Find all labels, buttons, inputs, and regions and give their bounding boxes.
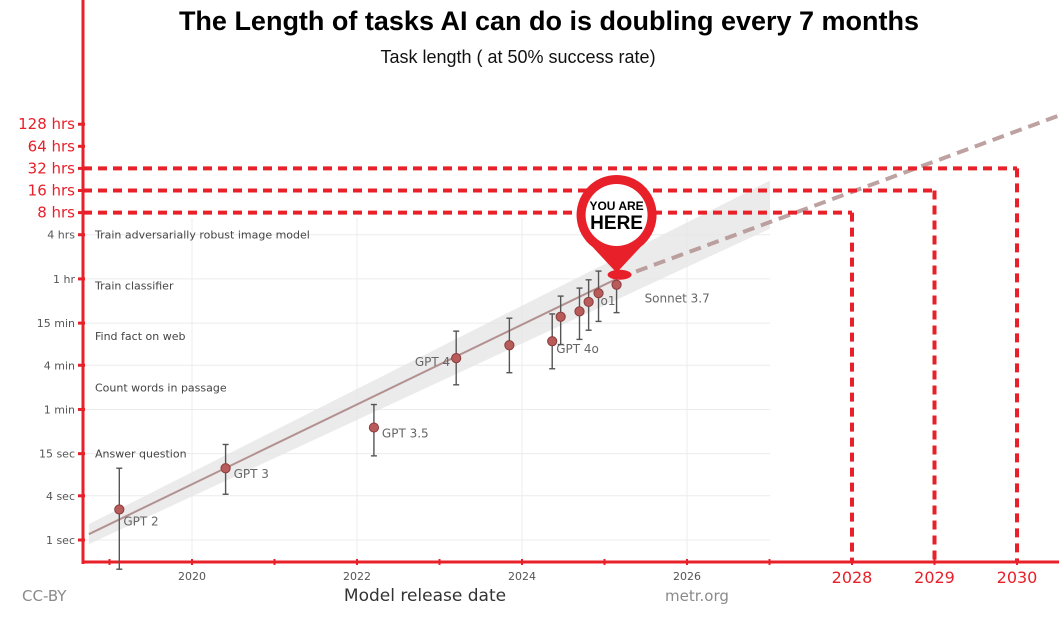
y-tick-label: 4 sec bbox=[46, 490, 75, 503]
data-point bbox=[504, 340, 515, 351]
data-point bbox=[611, 279, 622, 290]
data-point bbox=[583, 296, 594, 308]
y-tick-label-extended: 128 hrs bbox=[18, 115, 75, 133]
chart-title: The Length of tasks AI can do is doublin… bbox=[178, 6, 920, 36]
data-point bbox=[593, 288, 604, 299]
trend-line bbox=[88, 277, 619, 536]
data-point-label: GPT 4o bbox=[556, 342, 599, 356]
x-tick-label: 2020 bbox=[178, 570, 206, 583]
task-example-label: Find fact on web bbox=[95, 330, 185, 343]
y-tick-label-extended: 16 hrs bbox=[28, 182, 76, 200]
chart-subtitle: Task length ( at 50% success rate) bbox=[380, 47, 656, 67]
data-point bbox=[547, 336, 558, 347]
y-tick-label: 15 min bbox=[37, 317, 75, 330]
task-example-label: Answer question bbox=[95, 448, 187, 461]
x-tick-label: 2024 bbox=[508, 570, 536, 583]
y-tick-label-extended: 8 hrs bbox=[37, 204, 75, 222]
data-point-label: GPT 3 bbox=[234, 467, 269, 481]
x-axis-label: Model release date bbox=[343, 586, 507, 606]
trend-extrapolation bbox=[617, 113, 1059, 280]
y-tick-label: 4 hrs bbox=[47, 229, 75, 242]
data-point bbox=[555, 311, 566, 322]
x-tick-label: 2026 bbox=[673, 570, 701, 583]
license-label: CC-BY bbox=[22, 587, 67, 605]
data-point bbox=[220, 463, 231, 474]
data-point-label: GPT 2 bbox=[123, 515, 158, 529]
data-point bbox=[451, 353, 462, 364]
marker-inner bbox=[585, 184, 648, 246]
data-point bbox=[368, 422, 380, 433]
x-tick-label: 2022 bbox=[343, 570, 371, 583]
x-tick-label-extended: 2028 bbox=[832, 568, 873, 587]
data-point-label: Sonnet 3.7 bbox=[645, 292, 710, 306]
data-point bbox=[114, 504, 125, 515]
task-example-label: Count words in passage bbox=[95, 381, 227, 394]
marker-text-line1: YOU ARE bbox=[589, 199, 643, 213]
y-tick-label-extended: 32 hrs bbox=[28, 159, 76, 177]
data-point bbox=[574, 306, 585, 317]
y-tick-label: 1 hr bbox=[53, 273, 75, 286]
x-tick-label-extended: 2030 bbox=[997, 568, 1038, 587]
task-example-label: Train adversarially robust image model bbox=[94, 229, 310, 242]
y-tick-label: 4 min bbox=[44, 359, 75, 372]
marker-text-line2: HERE bbox=[590, 213, 643, 234]
source-label: metr.org bbox=[665, 587, 729, 605]
data-point-label: GPT 3.5 bbox=[382, 427, 429, 441]
marker-base bbox=[607, 269, 632, 280]
y-tick-label: 15 sec bbox=[39, 448, 75, 461]
task-example-label: Train classifier bbox=[94, 279, 174, 292]
data-point-label: GPT 4 bbox=[415, 355, 450, 369]
x-tick-label-extended: 2029 bbox=[914, 568, 955, 587]
y-tick-label: 1 sec bbox=[46, 534, 75, 547]
y-tick-label-extended: 64 hrs bbox=[28, 137, 76, 155]
data-point-label: o1 bbox=[601, 294, 616, 308]
y-tick-label: 1 min bbox=[44, 403, 75, 416]
